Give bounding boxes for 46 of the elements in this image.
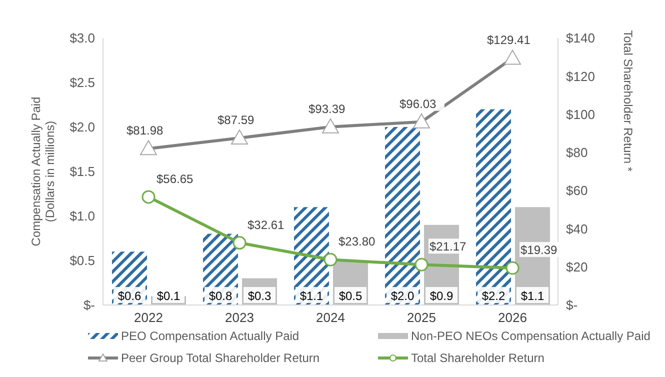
y-tick-label: $2.0 (70, 120, 95, 135)
y2-tick-label: $60 (566, 183, 588, 198)
data-label: $93.39 (308, 102, 346, 116)
x-tick-label: 2024 (316, 310, 345, 326)
y2-tick-label: $20 (566, 259, 588, 274)
data-label: $1.1 (520, 289, 544, 303)
data-label: $0.9 (430, 289, 454, 303)
y2-tick-label: $- (566, 298, 578, 313)
x-tick-label: 2026 (498, 310, 527, 326)
y2-tick-label: $100 (566, 106, 595, 122)
x-tick-label: 2022 (134, 310, 163, 326)
y2-tick-label: $120 (566, 68, 595, 84)
y-tick-label: $1.0 (70, 208, 95, 224)
legend-label: Peer Group Total Shareholder Return (121, 351, 320, 365)
data-label: $19.39 (520, 243, 558, 258)
y2-tick-label: $40 (566, 221, 588, 236)
data-label: $2.2 (482, 289, 506, 303)
data-label: $23.80 (338, 234, 376, 249)
data-label: $0.6 (118, 289, 142, 303)
y-tick-label: $2.5 (70, 75, 95, 90)
data-label: $0.8 (208, 289, 232, 303)
y-tick-label: $3.0 (70, 30, 95, 46)
y-tick-label: $1.5 (70, 164, 95, 180)
legend-label: Non-PEO NEOs Compensation Actually Paid (411, 329, 650, 343)
data-label: $32.61 (248, 218, 285, 232)
data-label: $0.3 (248, 289, 272, 303)
data-label: $1.1 (300, 289, 324, 303)
data-label: $2.0 (390, 289, 414, 303)
y-axis-title: Compensation Actually Paid (Dollars in millions) (29, 96, 57, 246)
y-tick-label: $0.5 (70, 253, 95, 268)
x-tick-label: 2023 (225, 310, 254, 326)
legend-label: PEO Compensation Actually Paid (121, 329, 300, 343)
y2-tick-label: $80 (566, 145, 588, 160)
data-label: $56.65 (156, 172, 194, 186)
data-label: $21.17 (430, 240, 467, 254)
y-tick-label: $- (83, 298, 95, 313)
x-tick-label: 2025 (407, 310, 436, 326)
data-label: $0.1 (156, 289, 180, 303)
y2-axis-title: Total Shareholder Return * (620, 30, 635, 172)
y2-tick-label: $140 (566, 30, 595, 46)
data-label: $96.03 (400, 96, 437, 111)
data-label: $0.5 (338, 289, 362, 303)
data-label: $129.41 (487, 33, 531, 48)
legend-label: Total Shareholder Return (411, 351, 544, 365)
data-label: $81.98 (126, 124, 164, 138)
data-label: $87.59 (218, 112, 255, 127)
